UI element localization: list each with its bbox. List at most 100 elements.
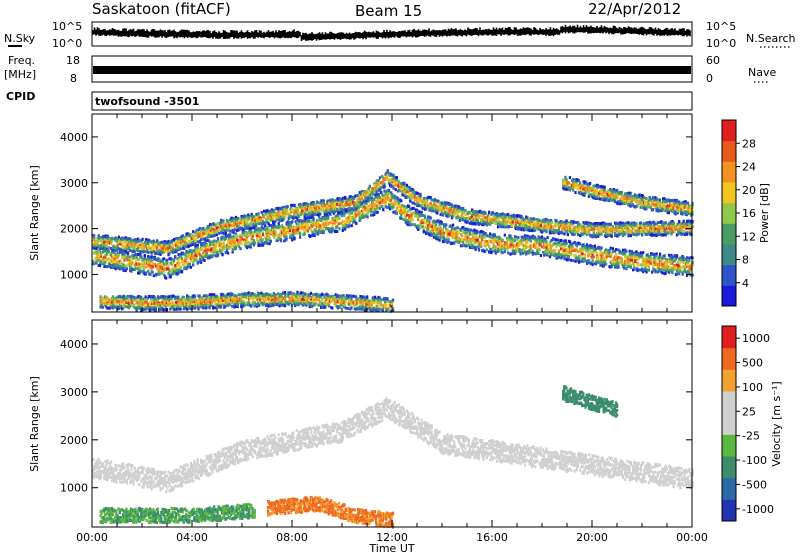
power-echo-cell bbox=[457, 226, 459, 229]
power-echo-cell bbox=[359, 211, 361, 214]
power-echo-cell bbox=[470, 212, 472, 215]
power-echo-cell bbox=[655, 259, 657, 262]
power-echo-cell bbox=[410, 214, 412, 217]
power-echo-cell bbox=[592, 263, 594, 266]
power-echo-cell bbox=[284, 215, 286, 218]
power-echo-cell bbox=[256, 234, 258, 237]
power-echo-cell bbox=[124, 253, 126, 256]
power-echo-cell bbox=[121, 242, 123, 245]
power-echo-cell bbox=[142, 243, 144, 246]
power-echo-cell bbox=[539, 219, 541, 222]
power-echo-cell bbox=[234, 228, 236, 231]
power-echo-cell bbox=[425, 208, 427, 211]
power-echo-cell bbox=[223, 220, 225, 223]
power-echo-cell bbox=[135, 267, 137, 270]
power-echo-cell bbox=[370, 214, 372, 217]
power-echo-cell bbox=[179, 262, 181, 265]
power-echo-cell bbox=[596, 252, 598, 255]
power-echo-cell bbox=[296, 216, 298, 219]
power-echo-cell bbox=[652, 264, 654, 267]
power-echo-cell bbox=[214, 239, 216, 242]
power-echo-cell bbox=[470, 229, 472, 232]
power-echo-cell bbox=[286, 238, 288, 241]
power-echo-cell bbox=[401, 204, 403, 207]
power-echo-cell bbox=[293, 204, 295, 207]
power-echo-cell bbox=[108, 258, 110, 261]
power-echo-cell bbox=[577, 250, 579, 253]
power-echo-cell bbox=[315, 232, 317, 235]
power-echo-cell bbox=[192, 230, 194, 233]
power-echo-cell bbox=[145, 271, 147, 274]
power-echo-cell bbox=[369, 185, 371, 188]
power-echo-cell bbox=[255, 216, 257, 219]
power-echo-cell bbox=[129, 256, 131, 259]
power-echo-cell bbox=[688, 257, 690, 260]
power-echo-cell bbox=[139, 267, 141, 270]
power-echo-cell bbox=[683, 265, 685, 268]
nave-tick-bottom: 0 bbox=[706, 72, 713, 85]
power-echo-cell bbox=[444, 211, 446, 214]
power-echo-cell bbox=[140, 256, 142, 259]
power-echo-cell bbox=[98, 256, 100, 259]
power-echo-cell bbox=[556, 224, 558, 227]
cpid-label: CPID bbox=[6, 90, 35, 103]
power-echo-cell bbox=[386, 206, 388, 209]
power-echo-cell bbox=[127, 251, 129, 254]
power-echo-cell bbox=[435, 223, 437, 226]
power-echo-cell bbox=[569, 240, 571, 243]
power-echo-cell bbox=[659, 253, 661, 256]
power-echo-cell bbox=[180, 266, 182, 269]
power-echo-cell bbox=[418, 204, 420, 207]
power-echo-cell bbox=[217, 237, 219, 240]
power-echo-cell bbox=[390, 184, 392, 187]
power-echo-cell bbox=[477, 238, 479, 241]
power-echo-cell bbox=[106, 259, 108, 262]
power-echo-cell bbox=[437, 236, 439, 239]
power-echo-cell bbox=[595, 247, 597, 250]
power-echo-cell bbox=[383, 186, 385, 189]
power-echo-cell bbox=[397, 197, 399, 200]
power-echo-cell bbox=[189, 263, 191, 266]
power-echo-cell bbox=[161, 251, 163, 254]
power-echo-cell bbox=[676, 254, 678, 257]
power-echo-cell bbox=[599, 264, 601, 267]
power-echo-cell bbox=[156, 266, 158, 269]
power-echo-cell bbox=[275, 218, 277, 221]
power-echo-cell bbox=[151, 252, 153, 255]
power-echo-cell bbox=[359, 201, 361, 204]
power-echo-cell bbox=[291, 204, 293, 207]
power-echo-cell bbox=[559, 253, 561, 256]
power-echo-cell bbox=[299, 232, 301, 235]
power-echo-cell bbox=[270, 240, 272, 243]
power-echo-cell bbox=[279, 225, 281, 228]
power-echo-cell bbox=[405, 193, 407, 196]
power-echo-cell bbox=[263, 210, 265, 213]
power-echo-cell bbox=[241, 237, 243, 240]
power-echo-cell bbox=[172, 244, 174, 247]
power-echo-cell bbox=[336, 203, 338, 206]
power-echo-cell bbox=[253, 215, 255, 218]
power-echo-cell bbox=[118, 254, 120, 257]
power-echo-cell bbox=[454, 227, 456, 230]
power-echo-cell bbox=[446, 228, 448, 231]
power-echo-cell bbox=[462, 207, 464, 210]
power-echo-cell bbox=[449, 203, 451, 206]
power-echo-cell bbox=[137, 249, 139, 252]
power-echo-cell bbox=[554, 249, 556, 252]
power-echo-cell bbox=[203, 252, 205, 255]
power-echo-cell bbox=[363, 200, 365, 203]
power-echo-cell bbox=[387, 177, 389, 180]
power-echo-cell bbox=[442, 228, 444, 231]
power-echo-cell bbox=[551, 221, 553, 224]
power-echo-cell bbox=[332, 224, 334, 227]
power-echo-cell bbox=[547, 236, 549, 239]
power-echo-cell bbox=[253, 239, 255, 242]
power-echo-cell bbox=[205, 247, 207, 250]
power-echo-cell bbox=[138, 258, 140, 261]
power-echo-cell bbox=[206, 253, 208, 256]
power-echo-cell bbox=[453, 242, 455, 245]
power-echo-cell bbox=[633, 264, 635, 267]
power-echo-cell bbox=[623, 267, 625, 270]
power-echo-cell bbox=[287, 232, 289, 235]
